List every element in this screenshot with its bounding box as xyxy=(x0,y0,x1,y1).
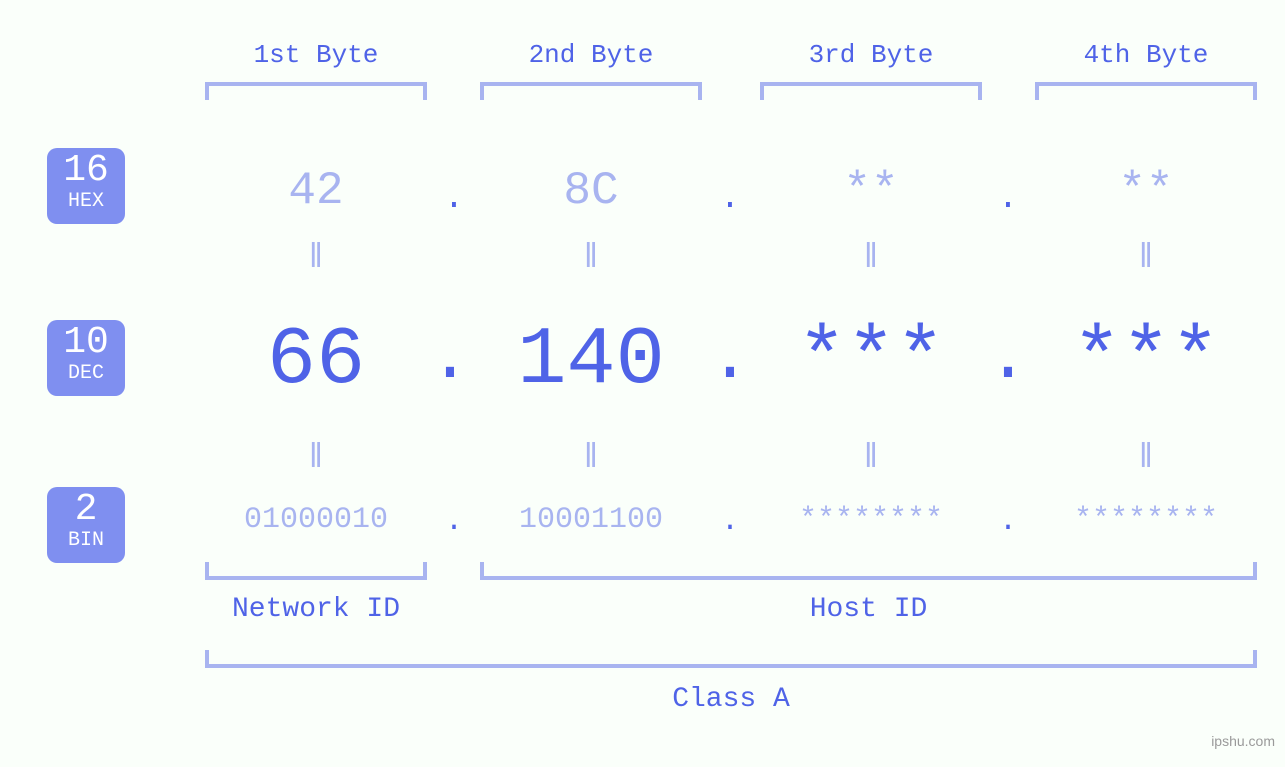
host-id-label: Host ID xyxy=(480,594,1257,625)
hex-base-number: 16 xyxy=(47,152,125,190)
hex-base-label: HEX xyxy=(47,192,125,212)
hex-dot-1: . xyxy=(424,180,484,218)
hex-base-badge: 16 HEX xyxy=(47,148,125,224)
byte-header-1: 1st Byte xyxy=(205,40,427,70)
bin-byte-4: ******** xyxy=(1035,505,1257,535)
bin-base-badge: 2 BIN xyxy=(47,487,125,563)
dec-dot-2: . xyxy=(690,320,770,399)
hex-byte-1: 42 xyxy=(205,168,427,214)
equals-1-3: ǁ xyxy=(760,240,982,278)
equals-1-4: ǁ xyxy=(1035,240,1257,278)
equals-2-3: ǁ xyxy=(760,440,982,478)
bin-dot-3: . xyxy=(978,505,1038,539)
bin-base-number: 2 xyxy=(47,491,125,529)
class-label: Class A xyxy=(205,684,1257,715)
dec-byte-4: *** xyxy=(1035,320,1257,402)
byte-header-2: 2nd Byte xyxy=(480,40,702,70)
dec-byte-1: 66 xyxy=(205,320,427,402)
dec-byte-2: 140 xyxy=(480,320,702,402)
hex-byte-3: ** xyxy=(760,168,982,214)
bin-dot-2: . xyxy=(700,505,760,539)
hex-byte-4: ** xyxy=(1035,168,1257,214)
bin-byte-1: 01000010 xyxy=(205,505,427,535)
byte-bracket-top-1 xyxy=(205,82,427,100)
dec-byte-3: *** xyxy=(760,320,982,402)
equals-2-1: ǁ xyxy=(205,440,427,478)
equals-1-2: ǁ xyxy=(480,240,702,278)
hex-dot-2: . xyxy=(700,180,760,218)
equals-1-1: ǁ xyxy=(205,240,427,278)
network-id-bracket xyxy=(205,562,427,580)
bin-dot-1: . xyxy=(424,505,484,539)
byte-header-3: 3rd Byte xyxy=(760,40,982,70)
dec-dot-1: . xyxy=(410,320,490,399)
bin-base-label: BIN xyxy=(47,531,125,551)
watermark: ipshu.com xyxy=(1211,733,1275,749)
bin-byte-3: ******** xyxy=(760,505,982,535)
dec-base-badge: 10 DEC xyxy=(47,320,125,396)
host-id-bracket xyxy=(480,562,1257,580)
byte-header-4: 4th Byte xyxy=(1035,40,1257,70)
byte-bracket-top-4 xyxy=(1035,82,1257,100)
byte-bracket-top-3 xyxy=(760,82,982,100)
hex-byte-2: 8C xyxy=(480,168,702,214)
class-bracket xyxy=(205,650,1257,668)
network-id-label: Network ID xyxy=(205,594,427,625)
dec-base-number: 10 xyxy=(47,324,125,362)
equals-2-2: ǁ xyxy=(480,440,702,478)
dec-base-label: DEC xyxy=(47,364,125,384)
bin-byte-2: 10001100 xyxy=(480,505,702,535)
equals-2-4: ǁ xyxy=(1035,440,1257,478)
byte-bracket-top-2 xyxy=(480,82,702,100)
hex-dot-3: . xyxy=(978,180,1038,218)
